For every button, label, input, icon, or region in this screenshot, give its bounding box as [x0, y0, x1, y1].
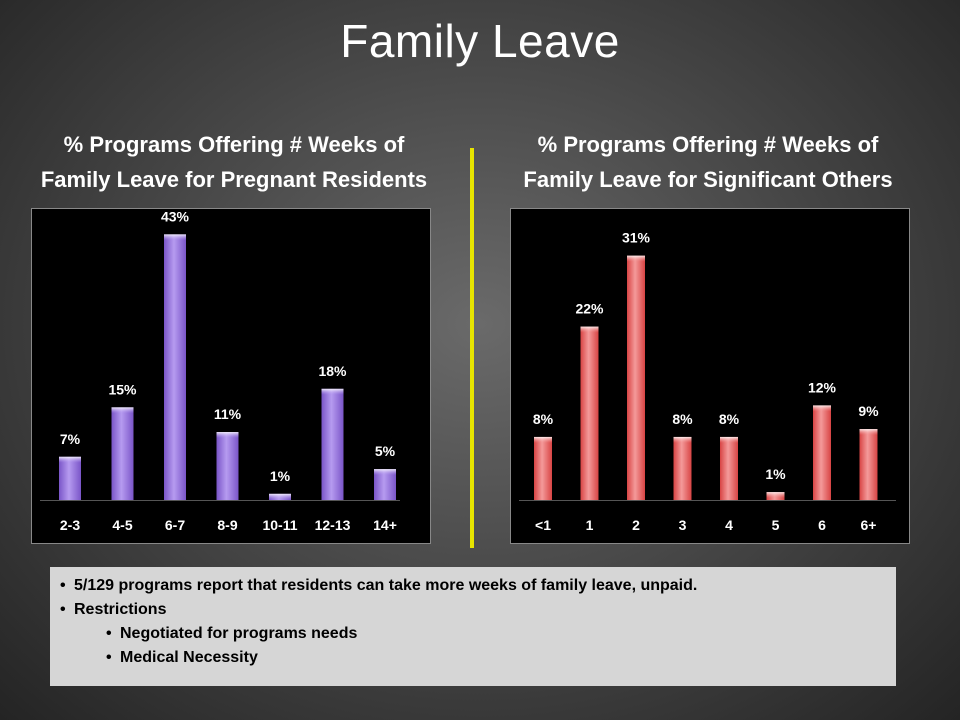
bar-highlight: [859, 429, 878, 436]
bar-highlight: [766, 492, 785, 499]
notes-box: 5/129 programs report that residents can…: [50, 567, 896, 686]
bar: [216, 432, 239, 500]
data-label: 8%: [533, 411, 554, 427]
data-label: 15%: [108, 381, 137, 397]
data-label: 8%: [719, 411, 740, 427]
chart-title-line: Family Leave for Significant Others: [523, 167, 893, 192]
bar-highlight: [720, 436, 738, 443]
data-label: 7%: [60, 431, 81, 447]
x-tick-label: 2: [632, 517, 640, 533]
divider-line: [470, 148, 474, 548]
bar-chart-pregnant-residents: 7% 2-3 15% 4-5 43% 6-7 11% 8-9 1% 10-11 18% 12-13 5%…: [31, 208, 431, 544]
x-tick-label: 1: [586, 517, 594, 533]
bar-highlight: [164, 234, 186, 241]
bar: [111, 407, 134, 500]
x-tick-label: 3: [679, 517, 687, 533]
x-tick-label: 8-9: [217, 517, 237, 533]
chart-title-line: % Programs Offering # Weeks of: [537, 132, 879, 157]
data-label: 31%: [622, 230, 651, 246]
x-tick-label: 6-7: [165, 517, 185, 533]
bar: [627, 255, 645, 500]
data-label: 1%: [765, 466, 786, 482]
chart-title-line: Family Leave for Pregnant Residents: [40, 167, 428, 192]
bar-highlight: [580, 326, 599, 333]
x-tick-label: 10-11: [262, 517, 297, 533]
data-label: 5%: [375, 443, 396, 459]
page-title: Family Leave: [340, 15, 620, 67]
note-bullet: 5/129 programs report that residents can…: [60, 574, 886, 598]
note-bullet: Restrictions: [60, 598, 886, 622]
bar-highlight: [216, 432, 239, 439]
bar-chart-svg: 8% <1 22% 1 31% 2 8% 3 8% 4 1% 5 12% 6 9% 6+: [519, 230, 896, 533]
bar: [164, 234, 186, 500]
x-tick-label: 5: [772, 517, 780, 533]
data-label: 43%: [161, 209, 190, 224]
bar: [859, 429, 878, 500]
chart-title-pregnant-residents: % Programs Offering # Weeks of Family Le…: [4, 127, 464, 197]
x-tick-label: 4: [725, 517, 733, 533]
x-tick-label: 2-3: [60, 517, 80, 533]
bar-highlight: [321, 388, 344, 395]
bar-highlight: [627, 255, 645, 262]
chart-title-line: % Programs Offering # Weeks of: [63, 132, 405, 157]
bar: [59, 456, 81, 500]
bar-highlight: [111, 407, 134, 414]
data-label: 11%: [214, 406, 242, 422]
x-tick-label: 6: [818, 517, 826, 533]
bar-highlight: [374, 469, 396, 476]
note-sub-bullet: Medical Necessity: [106, 646, 886, 670]
data-label: 12%: [808, 379, 837, 395]
x-tick-label: 12-13: [315, 517, 351, 533]
bar: [534, 436, 552, 500]
bar: [374, 469, 396, 500]
bar: [321, 388, 344, 500]
bar: [580, 326, 599, 500]
bar: [720, 436, 738, 500]
notes-list: 5/129 programs report that residents can…: [60, 574, 886, 670]
bar-chart-significant-others: 8% <1 22% 1 31% 2 8% 3 8% 4 1% 5 12% 6 9% 6+: [510, 208, 910, 544]
x-tick-label: 14+: [373, 517, 397, 533]
bar-highlight: [673, 436, 692, 443]
bar-highlight: [269, 493, 291, 500]
data-label: 8%: [672, 411, 693, 427]
bar-highlight: [534, 436, 552, 443]
bar: [673, 436, 692, 500]
bar-chart-svg: 7% 2-3 15% 4-5 43% 6-7 11% 8-9 1% 10-11 18% 12-13 5%…: [40, 209, 400, 533]
data-label: 18%: [318, 363, 347, 379]
bar-highlight: [813, 405, 831, 412]
bar-highlight: [59, 456, 81, 463]
x-tick-label: 6+: [861, 517, 877, 533]
data-label: 9%: [858, 403, 879, 419]
x-tick-label: <1: [535, 517, 551, 533]
note-sub-bullet: Negotiated for programs needs: [106, 622, 886, 646]
x-tick-label: 4-5: [112, 517, 132, 533]
chart-title-significant-others: % Programs Offering # Weeks of Family Le…: [478, 127, 938, 197]
bar: [813, 405, 831, 500]
data-label: 22%: [575, 301, 604, 317]
data-label: 1%: [270, 468, 291, 484]
